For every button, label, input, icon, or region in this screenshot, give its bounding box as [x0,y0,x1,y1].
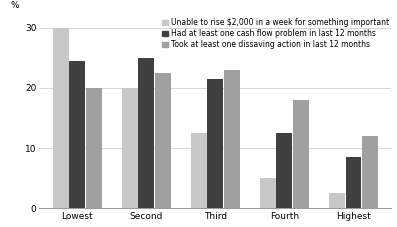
Bar [345,157,361,208]
Bar [224,70,240,208]
Bar [155,73,171,208]
Bar [69,61,85,208]
Legend: Unable to rise $2,000 in a week for something important, Had at least one cash f: Unable to rise $2,000 in a week for some… [161,17,390,50]
Bar [122,88,138,208]
Bar [329,193,345,208]
Bar [208,79,224,208]
Bar [53,28,69,208]
Bar [191,133,207,208]
Bar [362,136,378,208]
Bar [260,178,276,208]
Bar [139,58,154,208]
Y-axis label: %: % [10,1,19,10]
Bar [293,100,309,208]
Bar [86,88,102,208]
Bar [276,133,292,208]
